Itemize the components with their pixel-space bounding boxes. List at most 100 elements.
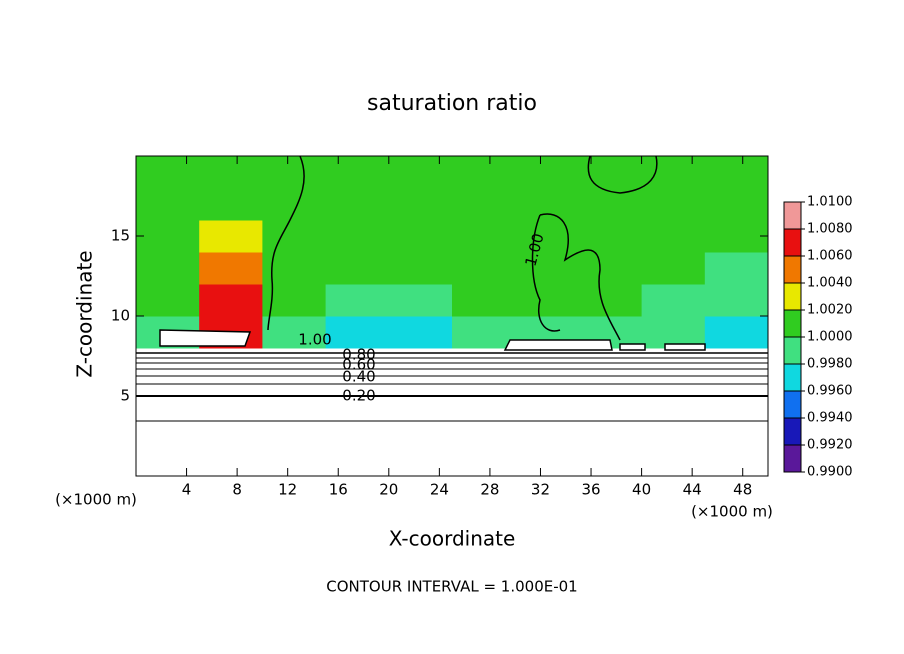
colorbar-label: 0.9920 [807,438,853,453]
colorbar-label: 1.0060 [807,249,853,264]
y-axis-label: Z-coordinate [73,250,97,377]
x-tick-label: 40 [632,481,651,499]
colorbar-swatch [784,310,801,337]
contour-line [267,155,305,331]
contour-line [531,213,621,341]
x-tick-label: 16 [329,481,348,499]
x-tick-label: 32 [531,481,550,499]
field-cell [262,316,327,349]
x-tick-label: 36 [581,481,600,499]
chart-title: saturation ratio [367,91,537,116]
field-cell [388,412,453,445]
y-tick-label: 5 [120,387,130,405]
field-cell [578,188,643,221]
field-cell [325,444,390,477]
colorbar-swatch [784,229,801,256]
field-cell [136,252,200,285]
x-tick-label: 8 [232,481,242,499]
field-cell [325,156,390,189]
field-cell [325,252,390,285]
field-cell [515,156,579,189]
field-cell [578,220,643,253]
field-cell [262,220,327,253]
x-tick-label: 4 [182,481,192,499]
x-tick-label: 48 [733,481,752,499]
field [136,156,769,477]
field-cell [199,444,263,477]
field-cell [388,444,453,477]
field-cell [641,316,706,349]
field-cell [452,156,516,189]
contour-label: 1.00 [298,331,331,349]
field-cell [452,412,516,445]
field-cell [515,444,579,477]
field-cell [199,188,263,221]
colorbar-label: 1.0080 [807,222,853,237]
field-cell [136,444,200,477]
field-cell [641,252,706,285]
field-cell [325,188,390,221]
field-cell [199,156,263,189]
field-cell [325,284,390,317]
field-cell [452,220,516,253]
field-cell [262,444,327,477]
colorbar-swatch [784,337,801,364]
y-tick-label: 10 [111,307,130,325]
colorbar-swatch [784,256,801,283]
field-cell [199,252,263,285]
x-tick-label: 24 [430,481,449,499]
field-cell [641,220,706,253]
x-axis-label: X-coordinate [389,527,516,551]
colorbar-label: 1.0040 [807,276,853,291]
contour-line [159,329,706,351]
field-cell [704,444,769,477]
field-cell [262,188,327,221]
contour-label: 0.40 [342,368,375,386]
field-cell [262,156,327,189]
footnote: CONTOUR INTERVAL = 1.000E-01 [326,578,577,596]
field-cell [578,412,643,445]
field-cell [704,284,769,317]
colorbar-swatch [784,364,801,391]
field-cell [641,444,706,477]
x-tick-label: 20 [379,481,398,499]
field-cell [515,188,579,221]
field-cell [515,412,579,445]
field-cell [325,220,390,253]
field-cell [452,316,516,349]
field-cell [136,188,200,221]
field-cell [388,156,453,189]
field-cell [388,188,453,221]
field-cell [704,252,769,285]
colorbar-label: 0.9960 [807,384,853,399]
x-tick-label: 12 [278,481,297,499]
field-cell [199,412,263,445]
colorbar-label: 0.9940 [807,411,853,426]
field-cell [262,412,327,445]
field-cell [325,412,390,445]
field-cell [578,252,643,285]
field-cell [136,284,200,317]
colorbar-swatch [784,391,801,418]
colorbar-swatch [784,445,801,472]
colorbar-swatch [784,202,801,229]
colorbar-label: 1.0020 [807,303,853,318]
field-cell [136,156,200,189]
field-cell [388,316,453,349]
field-cell [704,156,769,189]
field-cell [199,220,263,253]
x-unit: (×1000 m) [691,503,773,521]
field-cell [578,444,643,477]
field-cell [452,444,516,477]
colorbar-swatch [784,283,801,310]
colorbar-label: 0.9980 [807,357,853,372]
field-cell [452,188,516,221]
colorbar-label: 0.9900 [807,465,853,480]
field-cell [704,188,769,221]
field-cell [452,252,516,285]
field-cell [641,188,706,221]
field-cell [325,316,390,349]
field-cell [136,220,200,253]
x-tick-label: 44 [683,481,702,499]
field-cell [704,220,769,253]
